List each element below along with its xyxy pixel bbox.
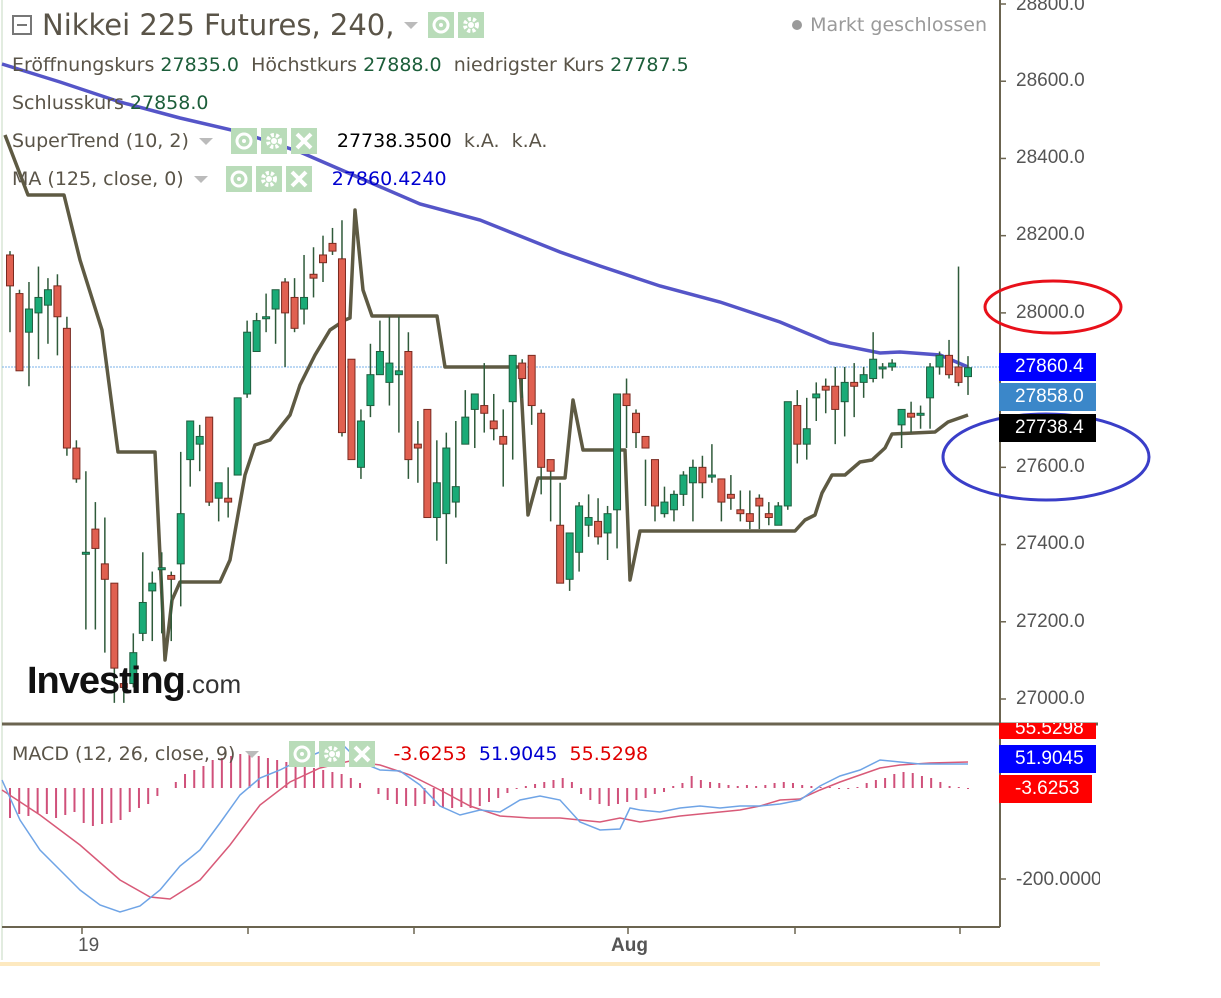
close-value: 27858.0 [129, 92, 209, 114]
low-label: niedrigster Kurs [453, 54, 605, 76]
chevron-down-icon[interactable] [404, 21, 419, 29]
close-icon[interactable] [285, 166, 312, 192]
status-dot-icon [792, 20, 803, 30]
price-tick: 28200.0 [1016, 224, 1085, 245]
ohlc-row: Eröffnungskurs 27835.0 Höchstkurs 27888.… [12, 54, 689, 76]
chart-title-row: Nikkei 225 Futures, 240, [12, 8, 488, 42]
open-value: 27835.0 [160, 54, 239, 76]
ma-price-tag: 27860.4 [999, 353, 1096, 381]
eye-icon[interactable] [289, 741, 316, 767]
gear-icon[interactable] [260, 128, 287, 154]
price-tick: 28400.0 [1016, 147, 1085, 168]
close-price-tag: 27858.0 [999, 383, 1096, 411]
macd-hist-tag: -3.6253 [999, 775, 1092, 803]
supertrend-extra-2: k.A. [511, 130, 548, 152]
collapse-icon[interactable] [12, 15, 32, 35]
price-tick: 27400.0 [1016, 533, 1085, 554]
market-status-text: Markt geschlossen [810, 14, 987, 36]
price-tick: 28800.0 [1016, 0, 1085, 15]
price-tick: 27200.0 [1016, 611, 1085, 632]
open-label: Eröffnungskurs [12, 54, 155, 76]
chart-title: Nikkei 225 Futures, 240, [42, 8, 395, 42]
eye-icon[interactable] [230, 128, 257, 154]
ma-label: MA (125, close, 0) [12, 168, 184, 190]
gear-icon[interactable] [458, 12, 485, 38]
macd-line-value: 51.9045 [478, 743, 558, 765]
price-tick: 28000.0 [1016, 302, 1085, 323]
supertrend-legend: SuperTrend (10, 2) 27738.3500 k.A. k.A. [12, 128, 547, 154]
high-value: 27888.0 [363, 54, 442, 76]
chevron-down-icon[interactable] [193, 175, 208, 183]
time-label-19: 19 [78, 935, 100, 956]
close-label: Schlusskurs [12, 92, 124, 114]
supertrend-extra-1: k.A. [463, 130, 500, 152]
macd-line-tag: 51.9045 [999, 745, 1096, 773]
macd-legend: MACD (12, 26, close, 9) -3.6253 51.9045 … [12, 741, 648, 767]
investing-logo: Investing.com [27, 660, 242, 702]
chevron-down-icon[interactable] [245, 750, 260, 758]
gear-icon[interactable] [319, 741, 346, 767]
ma-value: 27860.4240 [331, 168, 447, 190]
supertrend-value: 27738.3500 [336, 130, 452, 152]
price-tick: 27000.0 [1016, 688, 1085, 709]
macd-hist-value: -3.6253 [393, 743, 467, 765]
macd-signal-tag: 55.5298 [999, 723, 1096, 739]
close-row: Schlusskurs 27858.0 [12, 92, 208, 114]
gear-icon[interactable] [255, 166, 282, 192]
ma-legend: MA (125, close, 0) 27860.4240 [12, 166, 447, 192]
price-tick: 27600.0 [1016, 456, 1085, 477]
chevron-down-icon[interactable] [198, 137, 213, 145]
close-icon[interactable] [290, 128, 317, 154]
macd-tick: -200.0000 [1016, 869, 1100, 890]
close-icon[interactable] [349, 741, 376, 767]
low-value: 27787.5 [610, 54, 689, 76]
time-label-aug: Aug [611, 935, 648, 956]
high-label: Höchstkurs [251, 54, 358, 76]
eye-icon[interactable] [225, 166, 252, 192]
market-status: Markt geschlossen [792, 14, 987, 36]
supertrend-price-tag: 27738.4 [999, 414, 1096, 442]
macd-label: MACD (12, 26, close, 9) [12, 743, 236, 765]
supertrend-label: SuperTrend (10, 2) [12, 130, 189, 152]
macd-signal-value: 55.5298 [569, 743, 649, 765]
price-tick: 28600.0 [1016, 70, 1085, 91]
eye-icon[interactable] [428, 12, 455, 38]
